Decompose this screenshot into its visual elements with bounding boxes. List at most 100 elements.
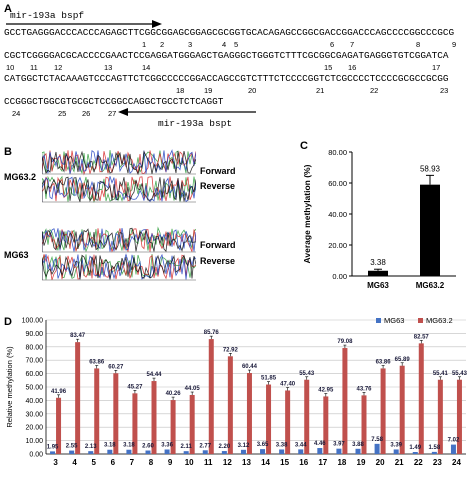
bar-mg63-2 [456, 379, 462, 454]
x-tick-label: 9 [168, 458, 173, 467]
bar-mg63 [317, 448, 323, 454]
x-tick-label: 3 [53, 458, 58, 467]
data-label-mg63: 3.65 [257, 442, 269, 448]
forward-primer-label: mir-193a bspf [10, 10, 85, 21]
y-tick-label: 100.00 [22, 318, 44, 325]
bar-mg63 [260, 449, 266, 454]
y-axis-label: Relative methylation (%) [5, 346, 14, 428]
cpg-site-number: 16 [348, 63, 357, 72]
reverse-label-mg63: Reverse [200, 256, 236, 266]
data-label-mg63-2: 72.92 [223, 347, 239, 353]
cpg-site-number: 13 [104, 63, 113, 72]
sequence-line-1: GCCTGAGGGACCCACCCAGAGCTTCGGCGGAGCGGAGCGC… [4, 27, 455, 38]
bar-mg63-2 [266, 384, 272, 454]
data-label-mg63: 1.49 [409, 445, 421, 451]
y-tick-label: 10.00 [25, 438, 43, 445]
bar-mg63-2 [170, 400, 176, 454]
x-tick-label: 16 [299, 458, 308, 467]
cpg-site-number: 7 [350, 40, 355, 49]
x-tick-label: 5 [92, 458, 97, 467]
bar-mg63 [145, 450, 151, 454]
site-numbers-line-2: 10 11 12 13 14 15 16 17 [4, 63, 474, 73]
data-label-mg63-2: 47.40 [280, 382, 296, 388]
bar [420, 184, 440, 276]
cpg-site-number: 9 [452, 40, 457, 49]
y-tick-label: 40.00 [25, 398, 43, 405]
bar-mg63 [298, 449, 304, 454]
chromatogram-trace [42, 254, 196, 280]
site-numbers-line-1: 1 2 3 4 5 6 7 8 9 [4, 40, 474, 50]
cpg-site-number: 20 [248, 86, 257, 95]
legend-swatch-mg63-2 [418, 318, 423, 323]
cpg-site-number: 18 [176, 86, 185, 95]
data-label-mg63: 3.44 [295, 442, 307, 448]
data-label: 3.38 [370, 258, 386, 267]
bar-mg63-2 [361, 395, 367, 454]
x-tick-label: MG63.2 [416, 281, 445, 290]
cpg-site-number: 17 [432, 63, 441, 72]
bar-mg63-2 [342, 348, 348, 454]
data-label-mg63: 3.38 [276, 442, 288, 448]
reverse-primer-label: mir-193a bspt [158, 118, 233, 129]
panel-c-letter: C [300, 140, 308, 152]
data-label-mg63: 1.95 [47, 444, 59, 450]
panel-d-letter: D [4, 316, 12, 328]
data-label-mg63: 4.46 [314, 441, 326, 447]
y-tick-label: 40.00 [328, 210, 347, 219]
data-label-mg63-2: 79.08 [337, 339, 353, 345]
y-tick-label: 0.00 [29, 452, 43, 459]
bar-mg63-2 [437, 379, 443, 454]
cpg-site-number: 11 [30, 63, 38, 72]
site-numbers-line-4: 24 25 26 27 [4, 109, 474, 119]
bar-mg63-2 [56, 397, 62, 454]
chromatogram-mg63-2 [42, 148, 196, 204]
forward-label-mg63: Forward [200, 240, 236, 250]
cpg-site-number: 24 [12, 109, 21, 118]
data-label-mg63: 3.97 [333, 442, 345, 448]
bar-mg63-2 [380, 368, 386, 454]
panel-a-letter: A [4, 3, 12, 15]
data-label-mg63: 2.77 [199, 443, 211, 449]
bar-mg63 [126, 449, 132, 454]
cpg-site-number: 10 [6, 63, 15, 72]
data-label-mg63: 3.18 [104, 443, 116, 449]
cpg-site-number: 12 [54, 63, 63, 72]
x-tick-label: MG63 [367, 281, 389, 290]
bar-mg63-2 [399, 365, 405, 454]
data-label-mg63: 3.12 [238, 443, 250, 449]
data-label-mg63: 3.36 [161, 442, 173, 448]
cpg-site-number: 2 [160, 40, 165, 49]
data-label-mg63-2: 85.76 [204, 330, 220, 336]
x-tick-label: 14 [261, 458, 270, 467]
data-label-mg63: 2.55 [66, 444, 78, 450]
data-label-mg63-2: 51.85 [261, 376, 277, 382]
data-label-mg63: 2.13 [85, 444, 97, 450]
forward-label-mg63-2: Forward [200, 166, 236, 176]
bar-mg63-2 [113, 373, 119, 454]
x-tick-label: 20 [376, 458, 385, 467]
data-label-mg63-2: 44.05 [185, 386, 201, 392]
bar-mg63 [164, 449, 170, 454]
bar-mg63-2 [418, 343, 424, 454]
chromatogram-trace [42, 228, 196, 252]
data-label-mg63-2: 40.26 [166, 391, 182, 397]
bar-mg63-2 [323, 396, 329, 454]
bar-mg63-2 [208, 339, 214, 454]
x-tick-label: 17 [318, 458, 327, 467]
y-axis-label: Average methylation (%) [302, 164, 312, 263]
sample-label-mg63-2: MG63.2 [4, 172, 37, 182]
data-label-mg63-2: 55.43 [299, 371, 315, 377]
data-label-mg63: 2.60 [142, 444, 154, 450]
data-label-mg63-2: 41.96 [51, 389, 67, 395]
cpg-site-number: 25 [58, 109, 67, 118]
x-tick-label: 23 [433, 458, 442, 467]
legend-swatch-mg63 [376, 318, 381, 323]
x-tick-label: 8 [149, 458, 154, 467]
x-tick-label: 19 [357, 458, 366, 467]
panel-b-letter: B [4, 146, 12, 158]
cpg-site-number: 8 [416, 40, 421, 49]
cpg-site-number: 19 [204, 86, 213, 95]
data-label-mg63: 2.20 [219, 444, 231, 450]
data-label-mg63-2: 83.47 [70, 333, 86, 339]
bar-mg63-2 [75, 342, 81, 454]
